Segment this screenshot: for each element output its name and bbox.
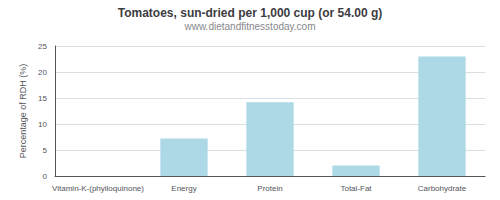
- svg-text:20: 20: [38, 68, 47, 77]
- svg-text:www.dietandfitnesstoday.com: www.dietandfitnesstoday.com: [184, 21, 316, 32]
- svg-text:Carbohydrate: Carbohydrate: [418, 184, 467, 193]
- svg-text:0: 0: [43, 172, 48, 181]
- svg-text:10: 10: [38, 120, 47, 129]
- svg-text:Total-Fat: Total-Fat: [340, 184, 372, 193]
- svg-text:15: 15: [38, 94, 47, 103]
- svg-text:Percentage of RDH (%): Percentage of RDH (%): [18, 64, 28, 159]
- svg-text:25: 25: [38, 42, 47, 51]
- svg-text:Vitamin-K-(phylloquinone): Vitamin-K-(phylloquinone): [52, 184, 144, 193]
- svg-text:Energy: Energy: [171, 184, 196, 193]
- svg-text:Tomatoes, sun-dried per 1,000: Tomatoes, sun-dried per 1,000 cup (or 54…: [118, 6, 383, 20]
- svg-text:5: 5: [43, 146, 48, 155]
- svg-text:Protein: Protein: [257, 184, 282, 193]
